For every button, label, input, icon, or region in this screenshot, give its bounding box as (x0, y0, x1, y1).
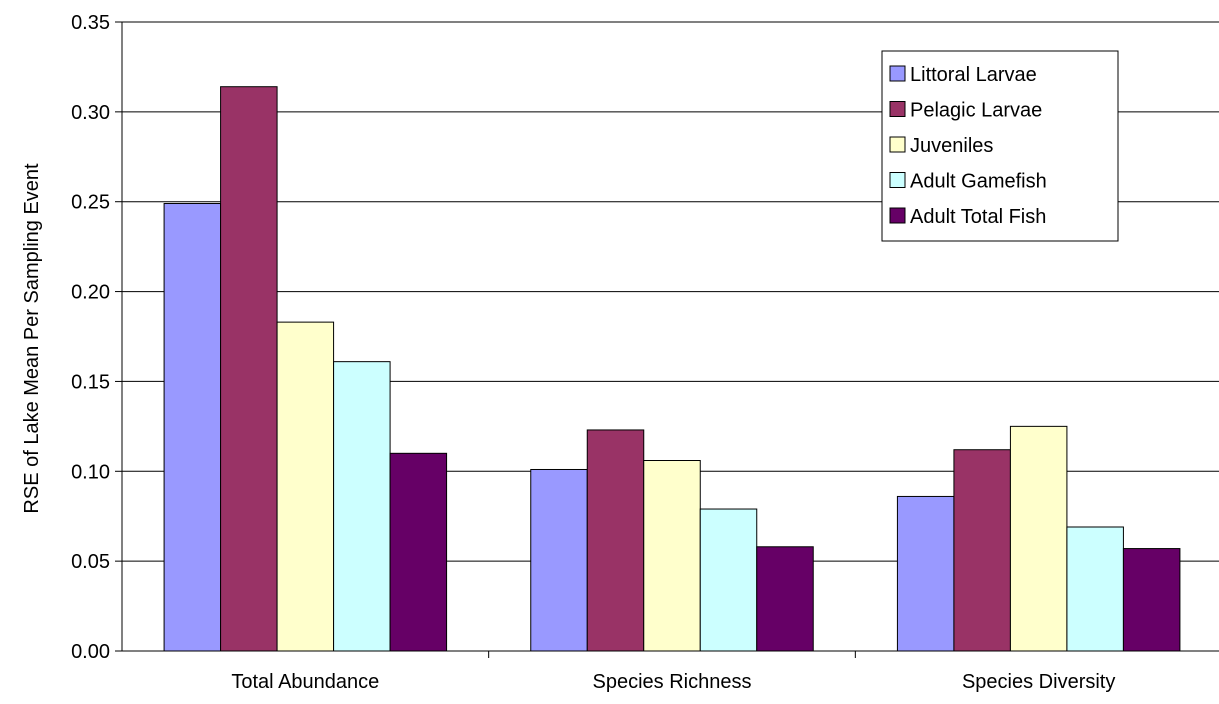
legend-label: Adult Total Fish (910, 206, 1046, 228)
y-tick-label: 0.20 (71, 282, 110, 304)
bar-pelagic-larvae (586, 429, 645, 652)
bars (163, 86, 1181, 652)
bar-adult-gamefish (333, 361, 391, 652)
legend-swatch (889, 136, 906, 153)
bar-adult-gamefish (1066, 526, 1124, 652)
x-category-label: Species Richness (593, 671, 752, 693)
bar-littoral-larvae (896, 495, 955, 652)
bar-pelagic-larvae (220, 86, 278, 652)
y-tick-label: 0.05 (71, 551, 110, 573)
legend-label: Pelagic Larvae (910, 100, 1042, 122)
x-category-label: Total Abundance (231, 671, 379, 693)
bar-littoral-larvae (530, 468, 588, 652)
y-tick-label: 0.30 (71, 102, 110, 124)
axes (121, 22, 1219, 652)
legend-swatch (889, 207, 906, 224)
y-axis-ticks: 0.00 0.05 0.10 0.15 0.20 0.25 0.30 0.35 (71, 12, 122, 663)
y-tick-label: 0.35 (71, 12, 110, 34)
bar-juveniles (1009, 425, 1068, 652)
legend: Littoral Larvae Pelagic Larvae Juveniles Ad… (881, 50, 1119, 242)
legend-box (881, 50, 1119, 242)
bar-adult-total-fish (1122, 548, 1181, 652)
legend-swatch (889, 172, 906, 188)
y-tick-label: 0.10 (71, 461, 110, 483)
legend-swatch (889, 65, 906, 82)
legend-label: Juveniles (910, 135, 993, 157)
bar-adult-total-fish (389, 452, 448, 652)
bar-juveniles (643, 460, 701, 652)
y-axis-title: RSE of Lake Mean Per Sampling Event (21, 163, 43, 514)
bar-juveniles (276, 321, 335, 652)
bar-adult-gamefish (699, 508, 758, 652)
bar-littoral-larvae (163, 203, 222, 652)
bar-adult-total-fish (756, 546, 814, 652)
x-axis-categories: Total Abundance Species Richness Species D… (231, 651, 1115, 693)
bar-pelagic-larvae (953, 449, 1011, 652)
legend-label: Adult Gamefish (910, 171, 1047, 193)
legend-swatch (889, 101, 906, 117)
y-tick-label: 0.15 (71, 371, 110, 393)
y-tick-label: 0.00 (71, 641, 110, 663)
legend-label: Littoral Larvae (910, 64, 1037, 86)
y-tick-label: 0.25 (71, 192, 110, 214)
x-category-label: Species Diversity (962, 671, 1115, 693)
